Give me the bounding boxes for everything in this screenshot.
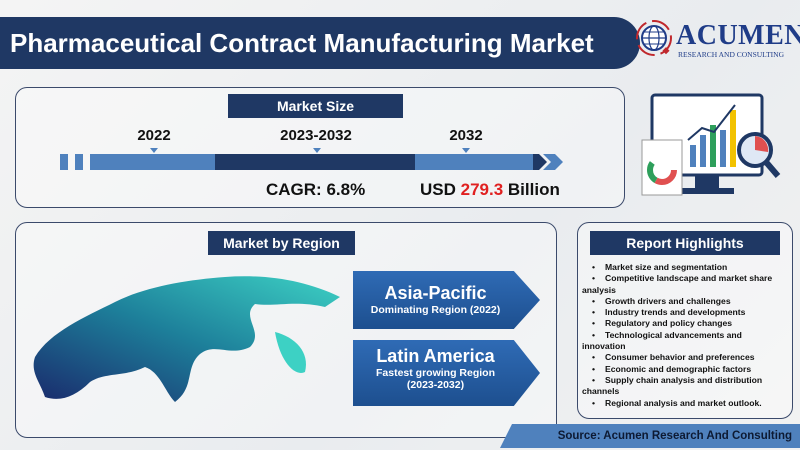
timeline-segment [90, 154, 215, 170]
timeline-segment [75, 154, 83, 170]
list-item: Competitive landscape and market share a… [582, 273, 787, 296]
list-item: Regulatory and policy changes [582, 318, 787, 329]
highlights-label: Report Highlights [590, 231, 780, 255]
acumen-logo: ACUMEN RESEARCH AND CONSULTING [634, 18, 800, 62]
value-suffix: Billion [503, 180, 560, 199]
timeline-segment [60, 154, 68, 170]
region-label: Market by Region [208, 231, 355, 255]
source-footer: Source: Acumen Research And Consulting [500, 424, 800, 448]
globe-logo-icon [636, 20, 672, 56]
list-item: Technological advancements and innovatio… [582, 330, 787, 353]
year-range: 2023-2032 [280, 127, 352, 144]
value-number: 279.3 [460, 180, 504, 199]
logo-subtitle: RESEARCH AND CONSULTING [678, 50, 784, 59]
highlights-list: Market size and segmentation Competitive… [582, 262, 787, 409]
marker-triangle-icon [150, 148, 158, 153]
logo-wordmark: ACUMEN [676, 20, 800, 51]
list-item: Consumer behavior and preferences [582, 352, 787, 363]
year-end: 2032 [449, 127, 483, 144]
fastest-region-sub: Fastest growing Region [375, 367, 495, 379]
fastest-region-callout: Latin America Fastest growing Region (20… [353, 340, 540, 406]
page-title: Pharmaceutical Contract Manufacturing Ma… [0, 17, 640, 69]
list-item: Regional analysis and market outlook. [582, 398, 787, 409]
value-prefix: USD [420, 180, 461, 199]
dominating-region-callout: Asia-Pacific Dominating Region (2022) [353, 271, 540, 329]
analytics-illustration-icon [641, 93, 781, 196]
dominating-region-name: Asia-Pacific [384, 283, 487, 303]
marker-triangle-icon [462, 148, 470, 153]
cagr-text: CAGR: 6.8% [266, 180, 366, 199]
list-item: Supply chain analysis and distribution c… [582, 375, 787, 398]
timeline-arrow-icon [533, 154, 563, 170]
list-item: Industry trends and developments [582, 307, 787, 318]
list-item: Market size and segmentation [582, 262, 787, 273]
year-start: 2022 [137, 127, 171, 144]
market-value-text: USD 279.3 Billion [420, 180, 560, 200]
market-size-label: Market Size [228, 94, 403, 118]
world-map-icon [33, 276, 340, 402]
list-item: Growth drivers and challenges [582, 296, 787, 307]
fastest-region-period: (2023-2032) [406, 379, 465, 391]
dominating-region-sub: Dominating Region (2022) [370, 304, 501, 316]
timeline-segment [415, 154, 535, 170]
fastest-region-name: Latin America [376, 346, 495, 366]
list-item: Economic and demographic factors [582, 364, 787, 375]
timeline-segment [215, 154, 415, 170]
marker-triangle-icon [313, 148, 321, 153]
